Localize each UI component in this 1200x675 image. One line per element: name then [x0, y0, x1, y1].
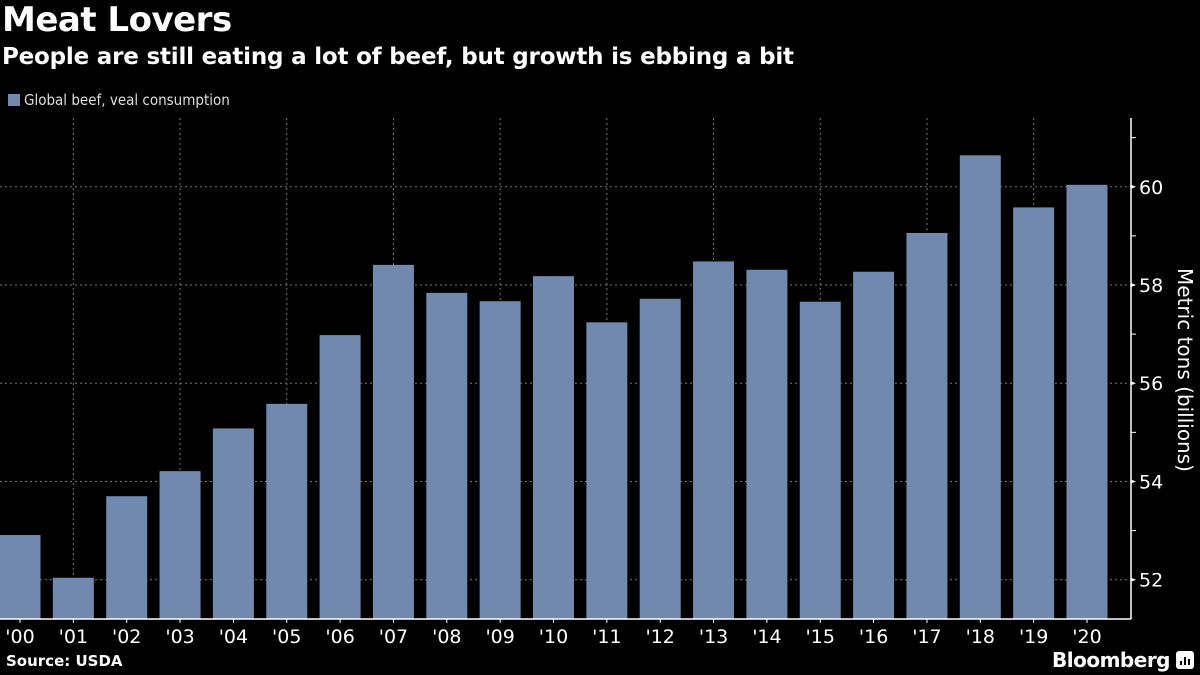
bar-07	[372, 264, 414, 619]
legend-label: Global beef, veal consumption	[24, 91, 230, 109]
x-tick-label: '06	[325, 626, 354, 648]
y-tick-label: 52	[1139, 570, 1163, 592]
x-tick-label: '16	[859, 626, 888, 648]
y-axis-label: Metric tons (billions)	[1173, 268, 1197, 472]
x-tick-label: '01	[59, 626, 88, 648]
bar-10	[533, 276, 574, 619]
bloomberg-chart-icon	[1176, 651, 1194, 669]
bar-00	[0, 535, 41, 619]
x-tick-label: '11	[592, 626, 621, 648]
bar-03	[159, 471, 201, 619]
x-tick-label: '20	[1072, 626, 1101, 648]
brand-logo: Bloomberg	[1052, 648, 1170, 672]
y-tick	[1131, 381, 1136, 386]
bar-05	[266, 403, 308, 619]
bar-06	[319, 335, 361, 619]
x-tick-label: '05	[272, 626, 301, 648]
bar-12	[639, 298, 681, 619]
x-tick-label: '09	[485, 626, 514, 648]
axes	[0, 118, 1136, 623]
x-tick-label: '03	[165, 626, 194, 648]
source-note: Source: USDA	[6, 652, 123, 670]
x-tick-label: '04	[219, 626, 248, 648]
x-tick-label: '08	[432, 626, 461, 648]
x-tick-label: '14	[752, 626, 781, 648]
x-tick-label: '00	[5, 626, 34, 648]
y-tick-label: 58	[1139, 275, 1163, 297]
bar-15	[799, 301, 841, 619]
x-tick-label: '19	[1019, 626, 1048, 648]
bar-14	[746, 269, 788, 619]
bar-13	[693, 261, 735, 619]
bar-18	[959, 155, 1001, 619]
y-tick-label: 54	[1139, 471, 1163, 493]
x-tick-label: '15	[806, 626, 835, 648]
bar-11	[586, 322, 628, 619]
x-tick-label: '07	[379, 626, 408, 648]
y-tick-labels: 52 54 56 58 60	[1139, 177, 1163, 592]
bar-19	[1013, 207, 1055, 620]
y-tick	[1131, 479, 1136, 484]
x-tick-label: '17	[912, 626, 941, 648]
bar-08	[426, 292, 468, 619]
bar-01	[52, 577, 94, 619]
bar-16	[853, 271, 895, 619]
legend: Global beef, veal consumption	[8, 91, 230, 109]
x-tick-label: '02	[112, 626, 141, 648]
y-tick	[1131, 577, 1136, 582]
x-tick-label: '13	[699, 626, 728, 648]
bar-17	[906, 232, 948, 619]
y-tick-label: 56	[1139, 373, 1163, 395]
x-tick-label: '12	[645, 626, 674, 648]
bar-09	[479, 301, 521, 619]
chart-title: Meat Lovers	[2, 0, 232, 40]
bars	[0, 155, 1108, 620]
bar-20	[1066, 184, 1108, 620]
bar-04	[212, 428, 254, 619]
legend-swatch	[8, 94, 20, 106]
y-tick-label: 60	[1139, 177, 1163, 199]
x-tick-label: '10	[539, 626, 568, 648]
x-tick-labels: '00 '01 '02 '03 '04 '05 '06 '07 '08 '09 '10 '11 '12 '…	[5, 626, 1101, 648]
chart-subtitle: People are still eating a lot of beef, b…	[2, 44, 794, 70]
bar-02	[106, 496, 148, 619]
y-tick	[1131, 283, 1136, 287]
y-tick	[1131, 184, 1136, 189]
x-tick-label: '18	[966, 626, 995, 648]
